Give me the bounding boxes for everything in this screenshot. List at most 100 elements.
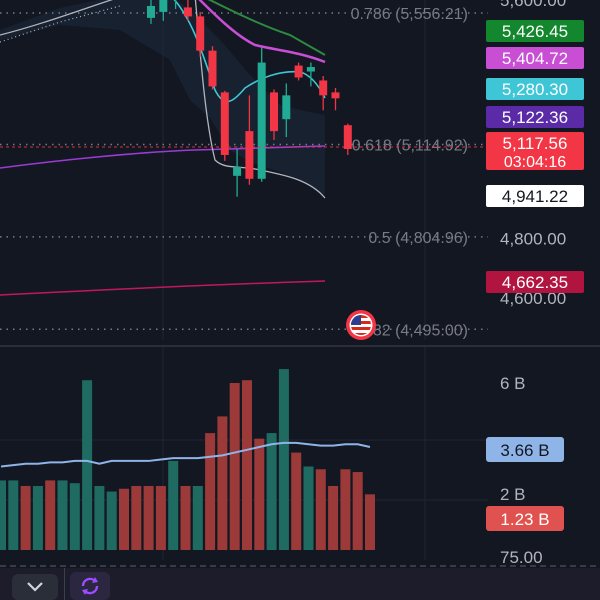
volume-bar (106, 491, 117, 550)
volume-bar (82, 380, 93, 550)
ma-magenta-line (198, 0, 326, 64)
price-tag-value: 4,662.35 (502, 273, 568, 292)
candle-body (343, 125, 352, 149)
candle-body (245, 131, 254, 179)
price-tag-bg (486, 271, 584, 293)
volume-bar (328, 485, 339, 550)
candlestick-series[interactable] (147, 0, 352, 197)
candle-body (319, 80, 328, 96)
volume-bar (340, 469, 351, 550)
ma-green-line (207, 0, 326, 56)
bottom-toolbar (0, 568, 600, 600)
dotted-trend-line (0, 5, 121, 43)
price-tag-value: 5,426.45 (502, 22, 568, 41)
volume-tick-label: 75.00 (500, 548, 543, 567)
price-tags: 5,426.45 5,404.72 5,280.30 5,122.36 5,117.56… (486, 20, 584, 293)
fib-label: 0.786 (5,556.21) (351, 6, 468, 23)
volume-bar (192, 485, 203, 550)
candle (196, 11, 205, 57)
volume-bar (229, 383, 240, 550)
trading-chart[interactable]: 0.786 (5,556.21) 0.618 (5,114.92) 0.5 (4,8… (0, 0, 600, 568)
candle (233, 149, 242, 197)
price-tick-label: 4,800.00 (500, 229, 566, 248)
price-tag-value: 5,117.56 (503, 134, 568, 153)
candle (294, 62, 303, 81)
volume-bar (131, 485, 142, 550)
price-axis[interactable]: 5,600.00 4,800.00 4,600.00 (500, 0, 566, 308)
volume-axis[interactable]: 6 B 2 B 75.00 3.66 B 1.23 B (486, 374, 564, 567)
volume-bar (20, 485, 31, 550)
volume-bar (94, 485, 105, 550)
volume-bar (303, 466, 314, 550)
price-tick-label: 4,600.00 (500, 289, 566, 308)
candle-body (159, 0, 168, 12)
candle (174, 0, 177, 9)
candle (257, 47, 266, 182)
volume-ma-tag-bg (486, 437, 564, 462)
volume-bar (45, 480, 56, 550)
volume-series[interactable] (0, 369, 375, 550)
candle (245, 95, 254, 185)
candle-body (331, 92, 340, 99)
fib-label: 0.5 (4,804.96) (368, 230, 468, 247)
price-tick-label: 5,600.00 (500, 0, 566, 10)
fib-label: 0.382 (4,495.00) (351, 322, 468, 339)
price-tag-bg (486, 106, 584, 128)
volume-bar (315, 469, 326, 550)
price-tag-value: 4,941.22 (502, 187, 568, 206)
countdown-timer: 03:04:16 (504, 154, 566, 171)
volume-bar (57, 480, 68, 550)
volume-bar (143, 485, 154, 550)
candle (331, 87, 340, 111)
fibonacci-levels[interactable]: 0.786 (5,556.21) 0.618 (5,114.92) 0.5 (4,8… (0, 6, 488, 339)
candle-body (257, 62, 266, 179)
volume-bar (217, 416, 228, 550)
volume-ma-tag: 3.66 B (500, 441, 549, 460)
price-tag-bg (486, 20, 584, 42)
chevron-down-icon (27, 582, 43, 592)
sync-icon (81, 577, 99, 595)
volume-bar (365, 494, 375, 550)
sync-button[interactable] (70, 572, 110, 600)
candle-body (282, 95, 291, 120)
volume-bar (291, 452, 302, 550)
ma-purple-line (0, 145, 326, 169)
price-tag-value: 5,404.72 (502, 49, 568, 68)
volume-bar (242, 380, 252, 550)
candle (343, 123, 352, 155)
volume-last-tag-bg (486, 506, 564, 531)
volume-last-tag: 1.23 B (500, 510, 549, 529)
bollinger-upper-line (0, 0, 113, 36)
candle-body (233, 166, 242, 176)
bollinger-lower-line (194, 0, 326, 199)
bollinger-band-fill (0, 0, 325, 195)
price-tag-bg (486, 78, 584, 100)
candle-body (270, 92, 278, 132)
price-tag-bg (486, 47, 584, 69)
volume-bar (278, 369, 289, 550)
us-flag-icon[interactable] (346, 310, 376, 340)
volume-bar (352, 472, 363, 550)
dropdown-button[interactable] (12, 574, 58, 600)
candle (208, 46, 217, 90)
volume-ma-line (0, 441, 371, 468)
price-tag-value: 5,122.36 (502, 108, 568, 127)
price-tag-bg (486, 132, 584, 170)
volume-bar (168, 460, 179, 550)
volume-bar (119, 488, 129, 550)
candle (183, 0, 192, 21)
price-tag-bg (486, 185, 584, 207)
volume-bar (0, 480, 6, 550)
volume-bar (69, 483, 80, 550)
volume-bar (155, 485, 166, 550)
volume-bar (8, 480, 19, 550)
volume-tick-label: 6 B (500, 374, 526, 393)
candle-body (208, 50, 217, 87)
toolbar-divider (64, 568, 65, 600)
ma-crimson-line (0, 280, 326, 296)
candle-body (220, 92, 229, 155)
volume-tick-label: 2 B (500, 485, 526, 504)
candle-body (196, 16, 205, 51)
volume-bar (205, 433, 216, 550)
candle (147, 0, 155, 24)
